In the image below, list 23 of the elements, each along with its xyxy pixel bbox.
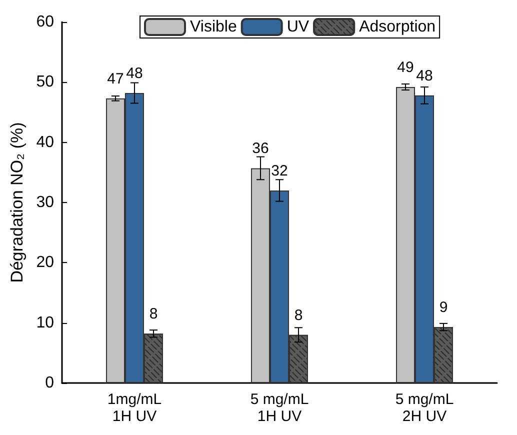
data-label: 49 — [397, 58, 414, 76]
y-tick-label: 40 — [36, 134, 54, 151]
data-label: 48 — [416, 67, 433, 84]
y-axis-title: Dégradation NO₂ (%) — [7, 122, 26, 283]
x-tick-label: 1mg/mL 1H UV — [107, 391, 162, 425]
data-label: 48 — [126, 64, 143, 82]
legend-label: UV — [286, 18, 310, 36]
y-tick-label: 30 — [36, 194, 54, 211]
data-label: 9 — [439, 299, 448, 316]
data-label: 47 — [107, 70, 124, 88]
data-label: 36 — [252, 140, 269, 158]
legend-label: Visible — [190, 18, 237, 36]
y-tick-label: 20 — [36, 254, 54, 272]
data-label: 8 — [149, 306, 158, 323]
x-tick-label: 5 mg/mL 2H UV — [395, 391, 454, 425]
legend-label: Adsorption — [359, 18, 436, 36]
y-tick-label: 60 — [36, 14, 54, 30]
data-label: 32 — [271, 162, 288, 180]
y-tick-label: 10 — [36, 314, 54, 332]
y-tick-label: 0 — [45, 374, 54, 392]
x-tick-label: 5 mg/mL 1H UV — [250, 391, 309, 425]
y-tick-label: 50 — [36, 74, 54, 91]
data-label: 8 — [294, 306, 303, 324]
